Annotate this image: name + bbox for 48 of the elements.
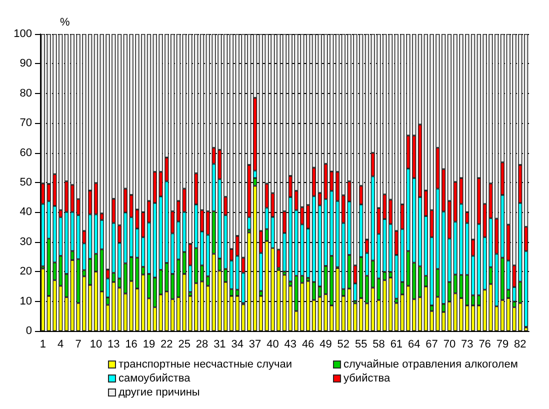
x-tick-label: 46 — [302, 338, 314, 350]
y-tick-label: 30 — [20, 236, 32, 248]
x-tick-label: 82 — [514, 338, 526, 350]
legend-label: случайные отравления алкоголем — [344, 358, 518, 370]
x-tick-label: 49 — [320, 338, 332, 350]
x-tick-label: 64 — [408, 338, 420, 350]
x-tick-label: 28 — [196, 338, 208, 350]
x-tick-label: 10 — [90, 338, 102, 350]
y-tick-label: 10 — [20, 295, 32, 308]
x-tick-label: 52 — [337, 338, 350, 350]
legend-label: самоубийства — [118, 372, 192, 384]
x-tick-label: 40 — [266, 338, 279, 350]
y-tick-label: 40 — [20, 206, 32, 218]
y-tick-label: 70 — [20, 117, 32, 130]
x-tick-label: 37 — [248, 338, 262, 350]
x-tick-label: 1 — [40, 338, 46, 350]
y-tick-label: 0 — [26, 325, 32, 337]
y-tick-label: 90 — [20, 58, 32, 70]
bar — [282, 274, 287, 331]
legend-label: другие причины — [118, 386, 200, 398]
y-tick-label: 80 — [20, 87, 32, 100]
bar — [306, 281, 310, 331]
legend-label: убийства — [344, 372, 391, 384]
x-tick-label: 70 — [443, 338, 456, 350]
x-tick-label: 7 — [75, 338, 82, 350]
x-tick-label: 13 — [108, 338, 120, 350]
x-tick-label: 55 — [354, 338, 368, 350]
y-tick-label: 50 — [20, 176, 32, 188]
x-tick-label: 61 — [390, 338, 403, 350]
bar — [40, 268, 46, 331]
x-tick-label: 19 — [142, 338, 156, 350]
y-tick-label: 20 — [20, 266, 32, 278]
x-tick-label: 67 — [426, 338, 438, 350]
x-tick-label: 73 — [461, 338, 474, 350]
y-tick-label: 100 — [14, 28, 32, 40]
x-tick-label: 34 — [231, 338, 244, 350]
x-tick-label: 31 — [214, 338, 226, 350]
x-tick-label: 16 — [125, 338, 138, 350]
legend-label: транспортные несчастные случаи — [118, 358, 292, 370]
x-tick-label: 4 — [58, 338, 64, 350]
x-tick-label: 25 — [178, 338, 190, 350]
y-tick-label: 60 — [20, 146, 32, 159]
x-tick-label: 76 — [478, 338, 491, 350]
x-tick-label: 79 — [496, 338, 509, 350]
y-axis-title: % — [60, 16, 70, 28]
x-tick-label: 22 — [160, 338, 173, 350]
x-tick-label: 58 — [372, 338, 385, 350]
x-tick-label: 43 — [284, 338, 297, 350]
